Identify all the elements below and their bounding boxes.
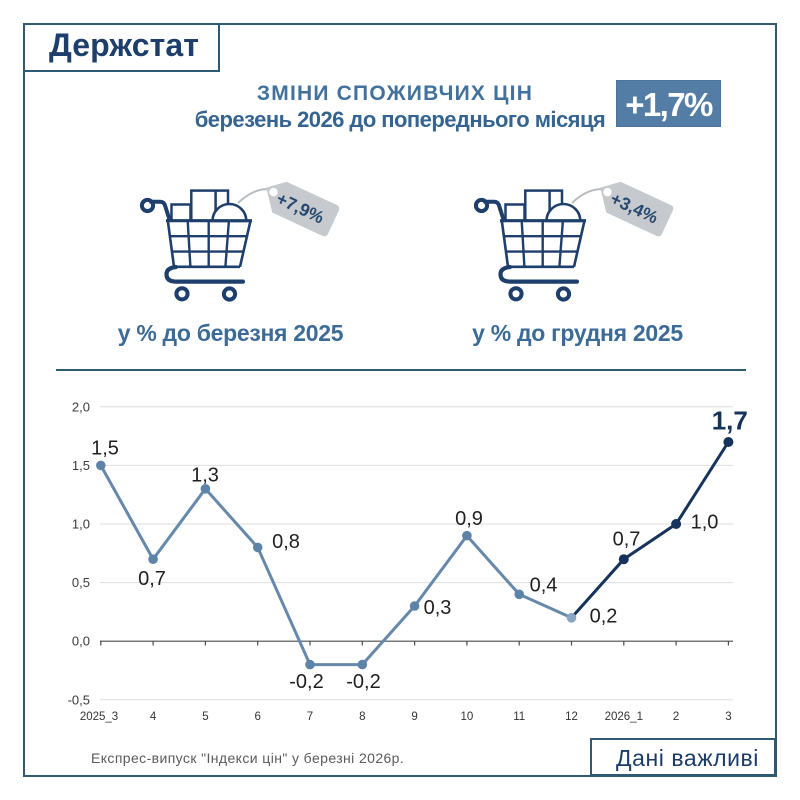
svg-text:1,0: 1,0 — [72, 517, 90, 532]
svg-text:1,7: 1,7 — [712, 406, 748, 436]
svg-text:1,3: 1,3 — [191, 465, 219, 487]
svg-text:8: 8 — [359, 711, 365, 723]
svg-text:0,8: 0,8 — [272, 531, 300, 553]
svg-text:2026_1: 2026_1 — [605, 711, 643, 723]
svg-text:0,9: 0,9 — [455, 508, 483, 530]
svg-text:2025_3: 2025_3 — [80, 711, 118, 723]
svg-text:11: 11 — [513, 711, 525, 723]
svg-text:1,0: 1,0 — [691, 512, 719, 534]
svg-text:4: 4 — [150, 711, 157, 723]
svg-text:9: 9 — [411, 711, 417, 723]
svg-text:2,0: 2,0 — [72, 399, 90, 414]
svg-text:-0,2: -0,2 — [289, 671, 323, 693]
svg-text:2: 2 — [673, 711, 679, 723]
svg-text:0,7: 0,7 — [613, 529, 641, 551]
svg-text:-0,2: -0,2 — [346, 671, 380, 693]
svg-text:0,2: 0,2 — [590, 606, 618, 628]
svg-text:0,7: 0,7 — [138, 568, 166, 590]
svg-text:12: 12 — [565, 711, 578, 723]
svg-text:7: 7 — [307, 711, 313, 723]
svg-text:3: 3 — [725, 711, 731, 723]
svg-text:10: 10 — [461, 711, 474, 723]
svg-text:5: 5 — [202, 711, 208, 723]
svg-text:0,0: 0,0 — [72, 634, 90, 649]
svg-text:0,5: 0,5 — [72, 575, 90, 590]
svg-text:0,3: 0,3 — [424, 597, 452, 619]
svg-text:1,5: 1,5 — [91, 438, 119, 460]
svg-text:6: 6 — [254, 711, 260, 723]
svg-text:1,5: 1,5 — [72, 458, 90, 473]
svg-text:-0,5: -0,5 — [68, 692, 90, 707]
svg-text:0,4: 0,4 — [530, 575, 558, 597]
